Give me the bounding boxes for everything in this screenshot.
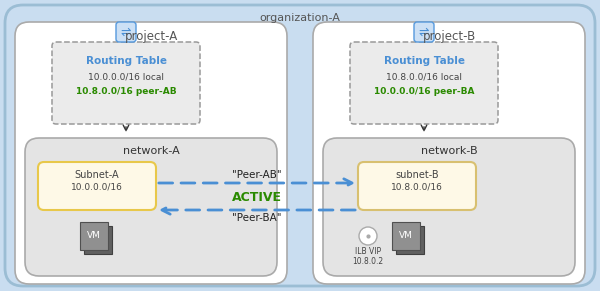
Circle shape [359, 227, 377, 245]
FancyBboxPatch shape [358, 162, 476, 210]
Text: network-A: network-A [122, 146, 179, 156]
Text: VM: VM [399, 232, 413, 240]
Text: VM: VM [87, 232, 101, 240]
FancyBboxPatch shape [52, 42, 200, 124]
Text: ⇌: ⇌ [419, 26, 429, 38]
Text: 10.8.0.0/16 local: 10.8.0.0/16 local [386, 72, 462, 81]
Text: Subnet-A: Subnet-A [74, 170, 119, 180]
FancyBboxPatch shape [323, 138, 575, 276]
Text: 10.8.0.0/16 peer-AB: 10.8.0.0/16 peer-AB [76, 87, 176, 96]
Text: 10.8.0.0/16: 10.8.0.0/16 [391, 182, 443, 191]
FancyBboxPatch shape [5, 5, 595, 286]
Text: 10.0.0.0/16 local: 10.0.0.0/16 local [88, 72, 164, 81]
Text: "Peer-AB": "Peer-AB" [232, 170, 282, 180]
FancyBboxPatch shape [414, 22, 434, 42]
FancyBboxPatch shape [38, 162, 156, 210]
FancyBboxPatch shape [313, 22, 585, 284]
Text: project-B: project-B [422, 30, 476, 43]
Text: Routing Table: Routing Table [86, 56, 167, 66]
Text: network-B: network-B [421, 146, 478, 156]
FancyBboxPatch shape [350, 42, 498, 124]
Text: 10.0.0.0/16: 10.0.0.0/16 [71, 182, 123, 191]
Text: Routing Table: Routing Table [383, 56, 464, 66]
Text: organization-A: organization-A [260, 13, 340, 23]
FancyBboxPatch shape [116, 22, 136, 42]
Text: ⇌: ⇌ [121, 26, 131, 38]
FancyBboxPatch shape [396, 226, 424, 254]
Text: subnet-B: subnet-B [395, 170, 439, 180]
FancyBboxPatch shape [80, 222, 108, 250]
Text: "Peer-BA": "Peer-BA" [232, 213, 282, 223]
FancyBboxPatch shape [25, 138, 277, 276]
Text: 10.0.0.0/16 peer-BA: 10.0.0.0/16 peer-BA [374, 87, 474, 96]
FancyBboxPatch shape [392, 222, 420, 250]
Text: project-A: project-A [124, 30, 178, 43]
FancyBboxPatch shape [84, 226, 112, 254]
FancyBboxPatch shape [15, 22, 287, 284]
Text: ACTIVE: ACTIVE [232, 191, 282, 204]
Text: ILB VIP
10.8.0.2: ILB VIP 10.8.0.2 [352, 247, 383, 266]
